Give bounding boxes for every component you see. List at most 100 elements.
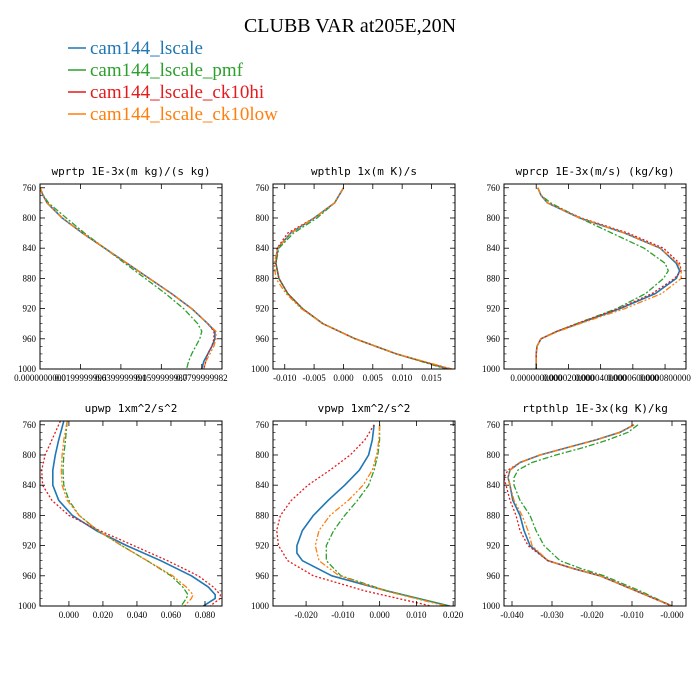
series-line <box>535 187 682 369</box>
x-tick-label: 0.010 <box>406 610 427 620</box>
x-tick-label: 0.010 <box>392 373 413 383</box>
y-tick-label: 960 <box>256 571 270 581</box>
y-tick-label: 1000 <box>18 364 37 374</box>
series-group <box>504 424 673 606</box>
x-tick-label: -0.010 <box>331 610 355 620</box>
y-tick-label: 760 <box>23 183 37 193</box>
y-tick-label: 920 <box>256 304 270 314</box>
series-line <box>535 187 669 369</box>
y-tick-label: 840 <box>23 243 37 253</box>
y-tick-label: 800 <box>256 213 270 223</box>
y-tick-label: 920 <box>256 541 270 551</box>
y-tick-label: 1000 <box>482 601 501 611</box>
x-tick-label: 0.040 <box>127 610 148 620</box>
legend-entry: cam144_lscale_ck10hi <box>68 82 264 103</box>
legend-entry: cam144_lscale <box>68 38 203 59</box>
y-tick-label: 920 <box>487 304 501 314</box>
y-tick-label: 800 <box>23 213 37 223</box>
y-tick-label: 880 <box>256 273 270 283</box>
series-group <box>273 187 453 369</box>
panel-title: vpwp 1xm^2/s^2 <box>318 402 411 415</box>
y-tick-label: 840 <box>256 243 270 253</box>
y-tick-label: 1000 <box>251 364 270 374</box>
chart-panel: wpthlp 1x(m K)/s7608008408809209601000-0… <box>251 165 456 383</box>
legend-label: cam144_lscale <box>90 38 203 59</box>
y-tick-label: 800 <box>487 450 501 460</box>
y-tick-label: 1000 <box>482 364 501 374</box>
chart-panel: vpwp 1xm^2/s^2 760 800 840 880 920 960 1000 -0.0… <box>251 402 464 620</box>
x-tick-label: -0.030 <box>540 610 564 620</box>
y-tick-label: 760 <box>256 183 270 193</box>
x-tick-label: 0.0000000000 <box>14 373 66 383</box>
x-tick-label: 0.060 <box>161 610 182 620</box>
panel-title: wprcp 1E-3x(m/s) (kg/kg) <box>516 165 675 178</box>
y-tick-label: 880 <box>256 510 270 520</box>
y-tick-label: 760 <box>487 183 501 193</box>
x-tick-label: -0.020 <box>580 610 604 620</box>
series-line <box>507 424 673 606</box>
chart-panel: wprtp 1E-3x(m kg)/(s kg) 760 800 840 880 920 9… <box>14 165 228 383</box>
y-tick-label: 840 <box>487 243 501 253</box>
y-tick-label: 800 <box>23 450 37 460</box>
series-line <box>40 187 217 369</box>
x-tick-label: -0.040 <box>500 610 524 620</box>
x-tick-label: 0.0000400000 <box>575 373 627 383</box>
y-tick-label: 1000 <box>251 601 270 611</box>
y-tick-label: 880 <box>487 510 501 520</box>
y-tick-label: 800 <box>487 213 501 223</box>
series-line <box>513 424 673 606</box>
series-group <box>41 421 221 606</box>
series-line <box>40 187 216 369</box>
series-line <box>40 187 215 369</box>
legend-entry: cam144_lscale_pmf <box>68 60 244 81</box>
x-tick-label: -0.000 <box>660 610 684 620</box>
legend-entry: cam144_lscale_ck10low <box>68 104 278 125</box>
y-tick-label: 760 <box>487 420 501 430</box>
x-tick-label: 0.000 <box>59 610 80 620</box>
plot-frame <box>503 420 687 607</box>
y-tick-label: 920 <box>23 541 37 551</box>
y-tick-label: 1000 <box>18 601 37 611</box>
plot-frame <box>503 183 687 370</box>
y-tick-label: 800 <box>256 450 270 460</box>
series-line <box>535 187 682 369</box>
panel-grid: wprtp 1E-3x(m kg)/(s kg) 760 800 840 880 920 9… <box>14 165 691 620</box>
y-tick-label: 960 <box>23 571 37 581</box>
y-tick-label: 960 <box>487 571 501 581</box>
y-tick-label: 840 <box>256 480 270 490</box>
x-tick-label: 0.0199999996 <box>55 373 107 383</box>
x-tick-label: 0.000 <box>370 610 391 620</box>
y-tick-label: 960 <box>23 334 37 344</box>
series-group <box>535 187 682 369</box>
series-line <box>40 187 203 369</box>
panel-title: wpthlp 1x(m K)/s <box>311 165 417 178</box>
y-tick-label: 880 <box>487 273 501 283</box>
x-tick-label: -0.010 <box>620 610 644 620</box>
figure-title: CLUBB VAR at205E,20N <box>244 15 456 37</box>
x-tick-label: 0.0000600000 <box>607 373 659 383</box>
series-line <box>276 424 432 606</box>
legend-label: cam144_lscale_ck10low <box>90 104 278 125</box>
x-tick-label: 0.0000800000 <box>639 373 691 383</box>
series-line <box>535 187 681 369</box>
y-tick-label: 840 <box>23 480 37 490</box>
panel-title: rtpthlp 1E-3x(kg K)/kg <box>522 402 668 415</box>
y-tick-label: 880 <box>23 273 37 283</box>
x-tick-label: -0.020 <box>294 610 318 620</box>
x-tick-label: -0.010 <box>273 373 297 383</box>
chart-panel: wprcp 1E-3x(m/s) (kg/kg) 760 800 840 880 920 9… <box>482 165 691 383</box>
panel-title: upwp 1xm^2/s^2 <box>85 402 178 415</box>
chart-panel: rtpthlp 1E-3x(kg K)/kg 760 800 840 880 920 960… <box>482 402 687 620</box>
series-line <box>504 424 673 606</box>
x-tick-label: 0.005 <box>363 373 384 383</box>
chart-panel: upwp 1xm^2/s^2 760 800 840 880 920 960 1000 0.00… <box>18 402 223 620</box>
x-tick-label: 0.0399999991 <box>95 373 147 383</box>
series-line <box>314 424 446 606</box>
legend-label: cam144_lscale_ck10hi <box>90 82 264 103</box>
x-tick-label: 0.0000200000 <box>543 373 595 383</box>
x-tick-label: 0.000 <box>333 373 354 383</box>
x-tick-label: -0.005 <box>302 373 326 383</box>
series-group <box>276 424 450 606</box>
series-line <box>296 424 450 606</box>
